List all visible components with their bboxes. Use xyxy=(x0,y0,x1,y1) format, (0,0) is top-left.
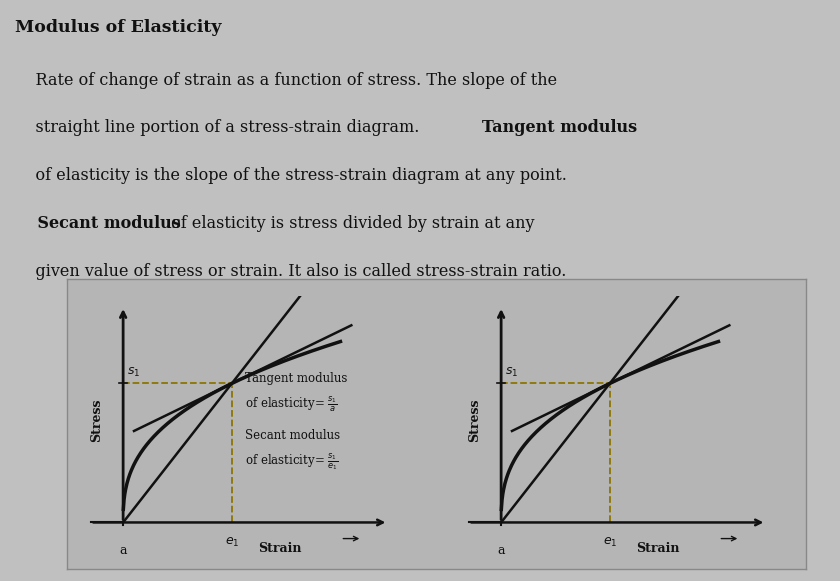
Text: Modulus of Elasticity: Modulus of Elasticity xyxy=(15,19,222,35)
Text: $s_1$: $s_1$ xyxy=(128,367,141,379)
Text: Stress: Stress xyxy=(91,399,103,442)
Text: Tangent modulus: Tangent modulus xyxy=(482,119,638,136)
Text: a: a xyxy=(497,544,505,557)
Text: a: a xyxy=(119,544,127,557)
Text: Rate of change of strain as a function of stress. The slope of the: Rate of change of strain as a function o… xyxy=(15,72,557,89)
Text: of elasticity= $\frac{s_1}{e_1}$: of elasticity= $\frac{s_1}{e_1}$ xyxy=(244,451,339,472)
Text: Secant modulus: Secant modulus xyxy=(244,429,340,442)
Text: of elasticity is stress divided by strain at any: of elasticity is stress divided by strai… xyxy=(166,215,535,232)
Text: Strain: Strain xyxy=(258,542,302,555)
Text: $e_1$: $e_1$ xyxy=(224,536,239,549)
Text: straight line portion of a stress-strain diagram.: straight line portion of a stress-strain… xyxy=(15,119,425,136)
Text: of elasticity is the slope of the stress-strain diagram at any point.: of elasticity is the slope of the stress… xyxy=(15,167,567,184)
Text: Secant modulus: Secant modulus xyxy=(15,215,181,232)
Text: Tangent modulus: Tangent modulus xyxy=(244,372,347,385)
Text: $s_1$: $s_1$ xyxy=(506,367,519,379)
Text: given value of stress or strain. It also is called stress-strain ratio.: given value of stress or strain. It also… xyxy=(15,263,566,280)
Text: of elasticity= $\frac{s_1}{a}$: of elasticity= $\frac{s_1}{a}$ xyxy=(244,395,338,414)
Text: Strain: Strain xyxy=(636,542,680,555)
Text: Stress: Stress xyxy=(469,399,481,442)
Text: $e_1$: $e_1$ xyxy=(602,536,617,549)
